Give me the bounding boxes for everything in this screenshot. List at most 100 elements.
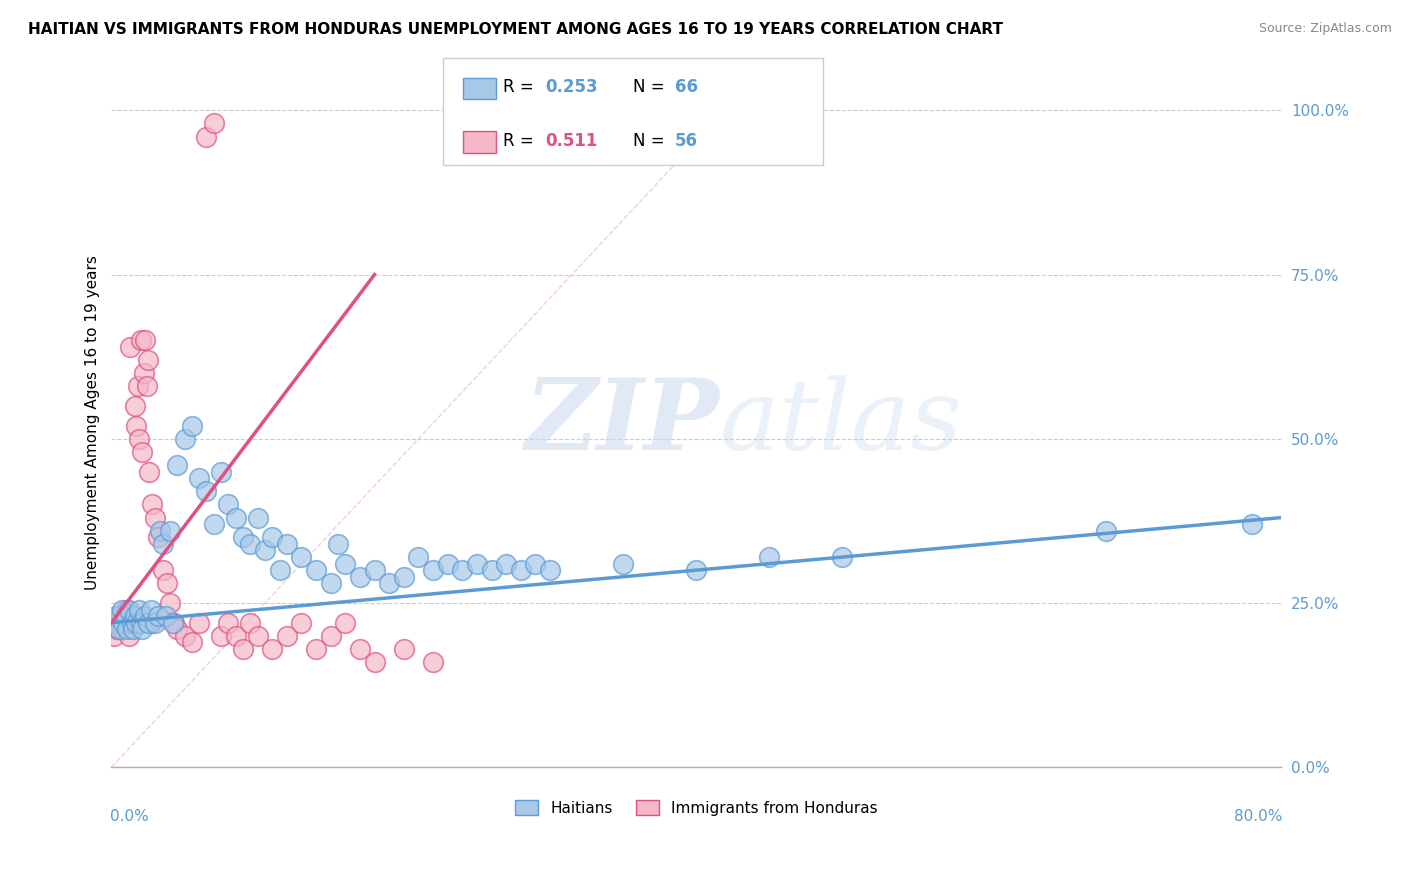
Point: [262, 530, 284, 544]
Point: [105, 622, 128, 636]
Point: [139, 615, 162, 630]
Point: [202, 116, 225, 130]
Text: 0.511: 0.511: [546, 132, 598, 150]
Point: [166, 458, 188, 472]
Point: [188, 615, 211, 630]
Point: [195, 129, 218, 144]
Point: [392, 642, 415, 657]
Text: R =: R =: [503, 78, 540, 96]
Text: atlas: atlas: [720, 375, 962, 470]
Point: [138, 465, 160, 479]
Point: [326, 537, 349, 551]
Point: [149, 524, 172, 538]
Point: [1240, 517, 1263, 532]
Text: 66: 66: [675, 78, 697, 96]
Point: [509, 563, 531, 577]
Point: [349, 642, 371, 657]
Point: [239, 537, 262, 551]
Point: [163, 615, 186, 630]
Point: [103, 629, 125, 643]
Point: [612, 557, 634, 571]
Point: [112, 615, 135, 630]
Point: [451, 563, 474, 577]
Point: [758, 549, 780, 564]
Point: [104, 609, 127, 624]
Point: [122, 622, 145, 636]
Point: [127, 379, 149, 393]
Text: ZIP: ZIP: [524, 374, 720, 471]
Point: [124, 399, 146, 413]
Point: [188, 471, 211, 485]
Point: [465, 557, 488, 571]
Point: [173, 629, 195, 643]
Point: [305, 642, 328, 657]
Point: [253, 543, 276, 558]
Point: [202, 517, 225, 532]
Point: [232, 530, 254, 544]
Point: [1094, 524, 1116, 538]
Point: [135, 379, 157, 393]
Point: [128, 432, 150, 446]
Point: [143, 615, 166, 630]
Point: [103, 615, 125, 630]
Point: [349, 570, 371, 584]
Point: [217, 615, 239, 630]
Point: [392, 570, 415, 584]
Point: [111, 622, 134, 636]
Point: [118, 629, 141, 643]
Point: [152, 563, 174, 577]
Text: N =: N =: [633, 132, 669, 150]
Text: 80.0%: 80.0%: [1234, 809, 1282, 823]
Point: [117, 615, 139, 630]
Point: [436, 557, 458, 571]
Point: [121, 615, 143, 630]
Point: [180, 418, 202, 433]
Point: [108, 615, 131, 630]
Point: [195, 484, 218, 499]
Point: [166, 622, 188, 636]
Point: [143, 510, 166, 524]
Point: [114, 615, 136, 630]
Point: [209, 465, 232, 479]
Point: [118, 602, 141, 616]
Point: [129, 615, 152, 630]
Point: [831, 549, 853, 564]
Point: [111, 602, 134, 616]
Point: [129, 333, 152, 347]
Point: [290, 549, 312, 564]
Point: [209, 629, 232, 643]
Y-axis label: Unemployment Among Ages 16 to 19 years: Unemployment Among Ages 16 to 19 years: [86, 255, 100, 590]
Point: [495, 557, 517, 571]
Point: [408, 549, 430, 564]
Text: 0.0%: 0.0%: [110, 809, 149, 823]
Point: [363, 655, 385, 669]
Point: [225, 629, 247, 643]
Point: [262, 642, 284, 657]
Point: [524, 557, 547, 571]
Point: [134, 333, 156, 347]
Point: [107, 609, 129, 624]
Point: [115, 602, 138, 616]
Point: [124, 609, 146, 624]
Point: [104, 615, 127, 630]
Point: [131, 622, 153, 636]
Point: [335, 615, 357, 630]
Point: [246, 629, 269, 643]
Text: Source: ZipAtlas.com: Source: ZipAtlas.com: [1258, 22, 1392, 36]
Point: [134, 609, 156, 624]
Point: [378, 576, 401, 591]
Point: [363, 563, 385, 577]
Point: [239, 615, 262, 630]
Point: [148, 530, 170, 544]
Point: [246, 510, 269, 524]
Point: [107, 622, 129, 636]
Text: 56: 56: [675, 132, 697, 150]
Point: [112, 609, 135, 624]
Point: [148, 609, 170, 624]
Point: [159, 524, 181, 538]
Point: [685, 563, 707, 577]
Point: [319, 576, 342, 591]
Point: [136, 615, 159, 630]
Point: [162, 615, 184, 630]
Point: [217, 498, 239, 512]
